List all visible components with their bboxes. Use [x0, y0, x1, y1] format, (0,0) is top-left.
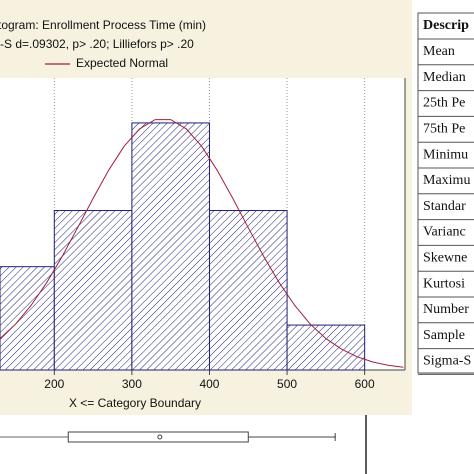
chart-title: togram: Enrollment Process Time (min): [0, 18, 206, 32]
table-cell: Skewne: [423, 251, 467, 266]
bar: [0, 266, 55, 371]
x-tick-label: 600: [355, 377, 375, 391]
table-cell: Sample: [423, 328, 465, 343]
table-cell: Standar: [423, 199, 466, 214]
x-tick-label: 400: [199, 377, 219, 391]
box-mean: [157, 434, 163, 440]
table-cell: 75th Pe: [423, 122, 465, 137]
x-tick-label: 200: [44, 377, 64, 391]
x-tick-label: 300: [122, 377, 142, 391]
normal-curve: [0, 119, 404, 368]
x-axis-title: X <= Category Boundary: [69, 396, 201, 410]
table-header: Descrip: [423, 18, 469, 33]
legend-label: Expected Normal: [76, 56, 168, 70]
x-tick-label: 500: [277, 377, 297, 391]
table-cell: Mean: [423, 44, 455, 59]
table-cell: Sigma-S: [423, 354, 471, 369]
bar: [53, 210, 133, 371]
table-cell: Varianc: [423, 225, 466, 240]
table-cell: Maximu: [423, 173, 470, 188]
table-cell: 25th Pe: [423, 96, 465, 111]
table-cell: Minimu: [423, 147, 468, 162]
chart-subtitle: K-S d=.09302, p> .20; Lilliefors p> .20: [0, 37, 194, 51]
table-cell: Number: [423, 302, 469, 317]
table-frame: [417, 12, 474, 374]
bar: [208, 210, 288, 371]
bar: [286, 324, 366, 371]
table-cell: Median: [423, 70, 466, 85]
table-cell: Kurtosi: [423, 276, 465, 291]
stats-table: Descrip Mean Median 25th Pe 75th Pe Minimu Max…: [417, 12, 474, 375]
bar: [131, 122, 210, 371]
